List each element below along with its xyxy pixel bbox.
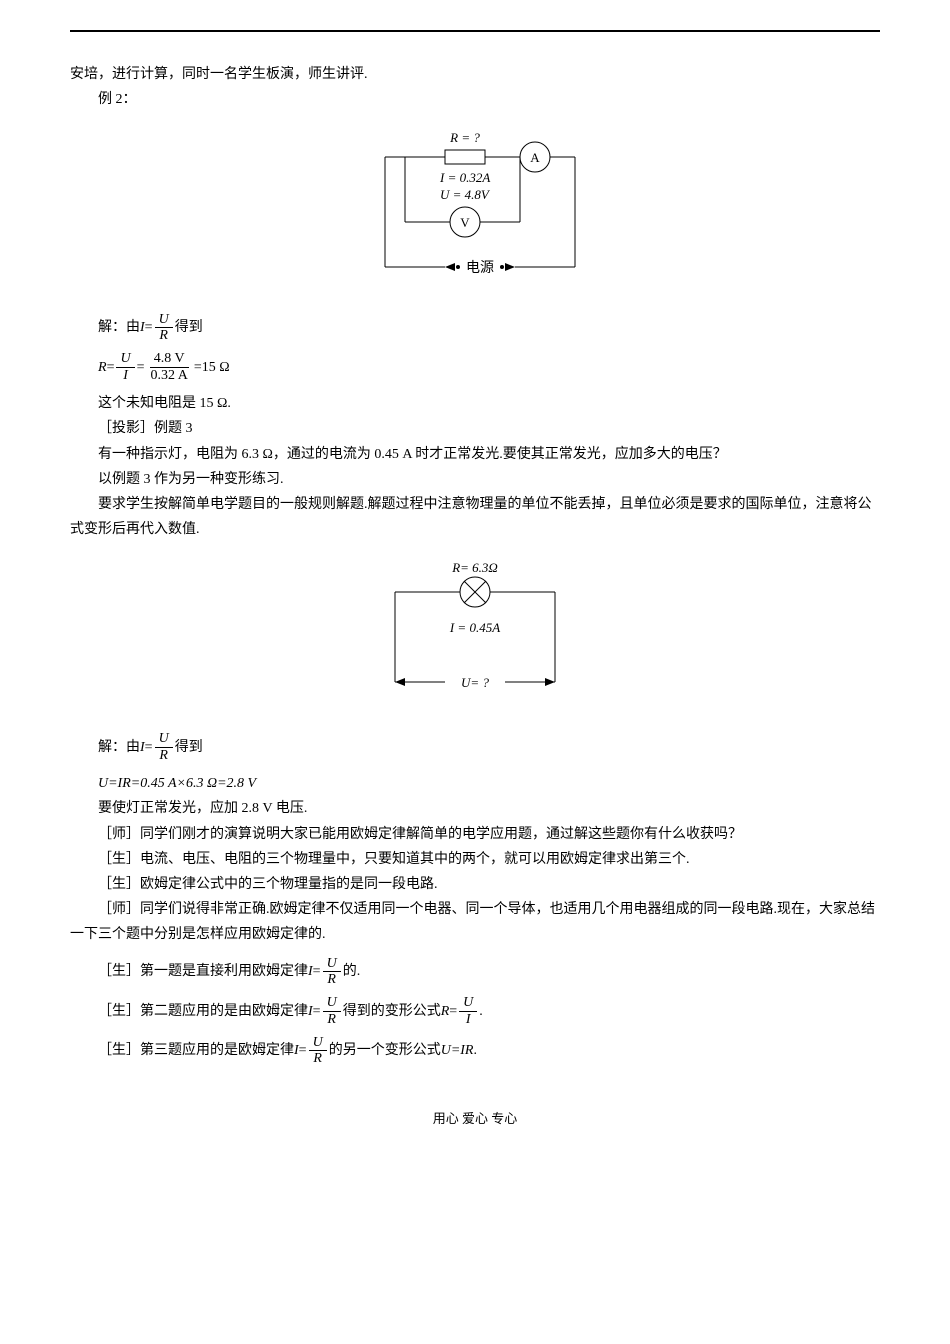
- teacher-line: ［师］同学们说得非常正确.欧姆定律不仅适用同一个电器、同一个导体，也适用几个用电…: [70, 897, 880, 947]
- text: ［生］第三题应用的是欧姆定律: [98, 1038, 294, 1063]
- eq: =: [449, 999, 457, 1024]
- text: .: [473, 1038, 477, 1063]
- solution-3-line-2: U=IR=0.45 A×6.3 Ω=2.8 V: [70, 771, 880, 796]
- fraction: U R: [309, 1035, 327, 1067]
- text: 的另一个变形公式: [329, 1038, 441, 1063]
- denominator: R: [155, 748, 172, 763]
- svg-text:U = 4.8V: U = 4.8V: [440, 187, 491, 202]
- numerator: 4.8 V: [150, 351, 189, 367]
- solution-2-line-2: R = U I = 4.8 V 0.32 A =15 Ω: [98, 351, 880, 383]
- denominator: R: [323, 972, 340, 987]
- circuit-diagram-2: R= 6.3Ω I = 0.45A U= ?: [70, 557, 880, 716]
- formula: U=IR: [441, 1038, 474, 1063]
- var: R: [441, 999, 450, 1024]
- var: R: [98, 355, 107, 380]
- numerator: U: [155, 312, 173, 328]
- svg-text:U= ?: U= ?: [461, 675, 489, 690]
- solution-3-line-1: 解：由 I = U R 得到: [98, 731, 880, 763]
- numerator: U: [323, 956, 341, 972]
- text: 解：由: [98, 735, 140, 760]
- denominator: R: [323, 1012, 340, 1027]
- text: 得到: [175, 735, 203, 760]
- solution-3-line-3: 要使灯正常发光，应加 2.8 V 电压.: [70, 796, 880, 821]
- numerator: U: [116, 351, 134, 367]
- text: 得到: [175, 315, 203, 340]
- page-footer: 用心 爱心 专心: [70, 1107, 880, 1130]
- svg-text:电源: 电源: [466, 260, 494, 276]
- example-3-question: 有一种指示灯，电阻为 6.3 Ω，通过的电流为 0.45 A 时才正常发光.要使…: [70, 442, 880, 467]
- svg-text:I = 0.32A: I = 0.32A: [439, 170, 490, 185]
- student-line: ［生］电流、电压、电阻的三个物理量中，只要知道其中的两个，就可以用欧姆定律求出第…: [70, 847, 880, 872]
- denominator: R: [309, 1051, 326, 1066]
- denominator: R: [155, 328, 172, 343]
- svg-text:R= 6.3Ω: R= 6.3Ω: [451, 560, 498, 575]
- fraction: U R: [323, 956, 341, 988]
- eq: =: [299, 1038, 307, 1063]
- example-3-note: 以例题 3 作为另一种变形练习.: [70, 467, 880, 492]
- top-rule: [70, 30, 880, 32]
- svg-text:A: A: [530, 150, 540, 165]
- student-line-4: ［生］第二题应用的是由欧姆定律 I = U R 得到的变形公式 R = U I …: [98, 995, 880, 1027]
- eq: =: [137, 355, 145, 380]
- eq: =: [145, 315, 153, 340]
- student-line-5: ［生］第三题应用的是欧姆定律 I = U R 的另一个变形公式 U=IR .: [98, 1035, 880, 1067]
- denominator: I: [119, 368, 132, 383]
- paragraph: 安培，进行计算，同时一名学生板演，师生讲评.: [70, 62, 880, 87]
- numerator: U: [323, 995, 341, 1011]
- fraction: U I: [459, 995, 477, 1027]
- numerator: U: [309, 1035, 327, 1051]
- fraction: U R: [155, 312, 173, 344]
- text: .: [479, 999, 483, 1024]
- projection-label: ［投影］例题 3: [70, 416, 880, 441]
- result: =15 Ω: [194, 355, 230, 380]
- fraction: U I: [116, 351, 134, 383]
- svg-text:I = 0.45A: I = 0.45A: [449, 620, 500, 635]
- denominator: 0.32 A: [147, 368, 192, 383]
- example-3-requirement: 要求学生按解简单电学题目的一般规则解题.解题过程中注意物理量的单位不能丢掉，且单…: [70, 492, 880, 542]
- fraction: U R: [323, 995, 341, 1027]
- eq: =: [313, 999, 321, 1024]
- text: ［生］第二题应用的是由欧姆定律: [98, 999, 308, 1024]
- fraction: 4.8 V 0.32 A: [147, 351, 192, 383]
- solution-2-line-1: 解：由 I = U R 得到: [98, 312, 880, 344]
- solution-2-line-3: 这个未知电阻是 15 Ω.: [70, 391, 880, 416]
- svg-text:V: V: [460, 215, 470, 230]
- student-line: ［生］欧姆定律公式中的三个物理量指的是同一段电路.: [70, 872, 880, 897]
- numerator: U: [155, 731, 173, 747]
- eq: =: [107, 355, 115, 380]
- fraction: U R: [155, 731, 173, 763]
- svg-text:R = ?: R = ?: [449, 130, 480, 145]
- denominator: I: [462, 1012, 475, 1027]
- student-line-3: ［生］第一题是直接利用欧姆定律 I = U R 的.: [98, 956, 880, 988]
- teacher-line: ［师］同学们刚才的演算说明大家已能用欧姆定律解简单的电学应用题，通过解这些题你有…: [70, 822, 880, 847]
- example-label: 例 2：: [70, 87, 880, 112]
- text: ［生］第一题是直接利用欧姆定律: [98, 959, 308, 984]
- numerator: U: [459, 995, 477, 1011]
- text: 解：由: [98, 315, 140, 340]
- text: 的.: [343, 959, 361, 984]
- text: 得到的变形公式: [343, 999, 441, 1024]
- eq: =: [313, 959, 321, 984]
- circuit-diagram-1: R = ? A I = 0.32A U = 4.8V V 电源: [70, 127, 880, 296]
- eq: =: [145, 735, 153, 760]
